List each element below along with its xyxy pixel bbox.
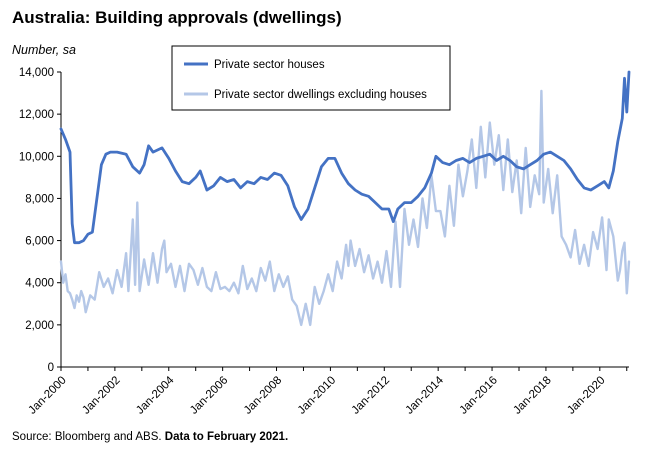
y-tick-label: 8,000 <box>25 193 54 205</box>
y-tick-label: 10,000 <box>19 151 54 163</box>
source-text: Source: Bloomberg and ABS. <box>12 431 162 443</box>
x-tick-label: Jan-2004 <box>134 374 177 417</box>
x-tick-label: Jan-2018 <box>511 374 553 416</box>
chart-title: Australia: Building approvals (dwellings… <box>12 8 342 27</box>
y-tick-label: 4,000 <box>25 278 54 290</box>
series-line-private-houses <box>59 70 631 245</box>
y-tick-label: 12,000 <box>19 109 54 121</box>
chart-axes: 0 2,000 4,000 6,000 8,000 10,000 12,000 14,000 J… <box>19 67 629 417</box>
x-tick-label: Jan-2014 <box>404 374 447 417</box>
legend-label: Private sector dwellings excluding house… <box>214 89 427 101</box>
series-layer <box>59 70 631 327</box>
x-tick-label: Jan-2006 <box>188 374 230 416</box>
legend-label: Private sector houses <box>214 59 325 71</box>
data-date-note: Data to February 2021. <box>164 431 289 443</box>
y-tick-label: 14,000 <box>19 67 54 79</box>
y-tick-label: 0 <box>48 362 54 374</box>
x-tick-label: Jan-2012 <box>350 374 392 416</box>
x-tick-label: Jan-2008 <box>242 374 284 416</box>
x-tick-label: Jan-2016 <box>457 374 499 416</box>
y-axis-units-label: Number, sa <box>12 43 76 57</box>
legend-box <box>171 45 451 111</box>
x-tick-label: Jan-2020 <box>565 374 607 416</box>
x-tick-label: Jan-2010 <box>296 374 338 416</box>
x-tick-label: Jan-2002 <box>80 374 122 416</box>
series-line-dwellings-excl-houses <box>59 89 631 327</box>
chart-legend: Private sector houses Private sector dwel… <box>171 45 451 111</box>
y-tick-label: 6,000 <box>25 236 54 248</box>
y-tick-label: 2,000 <box>25 320 54 332</box>
source-note: Source: Bloomberg and ABS. Data to Febru… <box>12 431 288 443</box>
x-tick-label: Jan-2000 <box>26 374 68 416</box>
